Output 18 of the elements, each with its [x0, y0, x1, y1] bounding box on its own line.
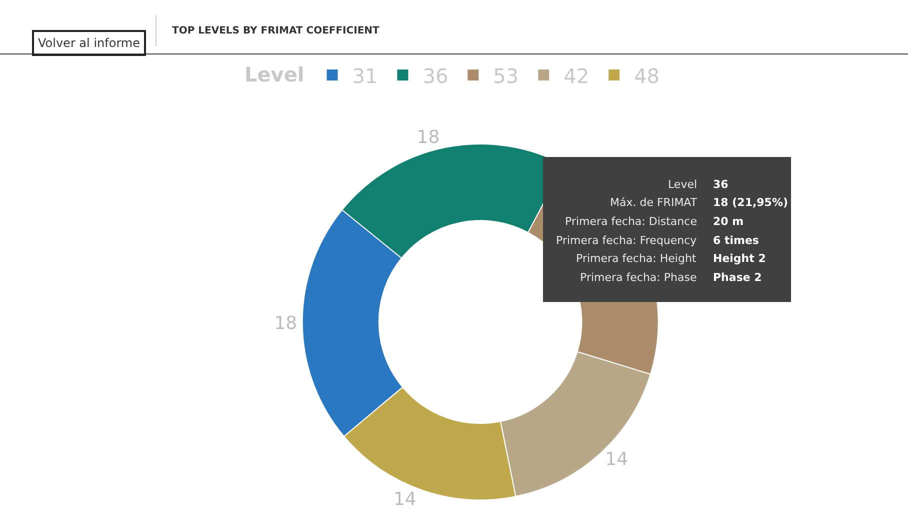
text: 18 (21,95%)	[713, 196, 788, 209]
text: Volver al informe	[38, 36, 140, 50]
text: Primera fecha: Phase	[580, 271, 697, 284]
text: 6 times	[713, 234, 760, 247]
text: Primera fecha: Distance	[565, 215, 698, 228]
text: Phase 2	[713, 271, 762, 284]
data-label: 18	[416, 126, 440, 148]
text: Height 2	[713, 252, 766, 265]
text: Level	[668, 178, 698, 191]
data-label: 14	[605, 449, 628, 470]
text: Máx. de FRIMAT	[610, 196, 698, 209]
text: 20 m	[713, 215, 744, 228]
chart-title: TOP LEVELS BY FRIMAT COEFFICIENT	[172, 26, 380, 36]
data-label: 14	[393, 488, 416, 510]
text: Primera fecha: Frequency	[556, 234, 698, 247]
data-label: 18	[274, 312, 298, 334]
text: Primera fecha: Height	[576, 252, 697, 265]
text: 36	[713, 178, 729, 191]
